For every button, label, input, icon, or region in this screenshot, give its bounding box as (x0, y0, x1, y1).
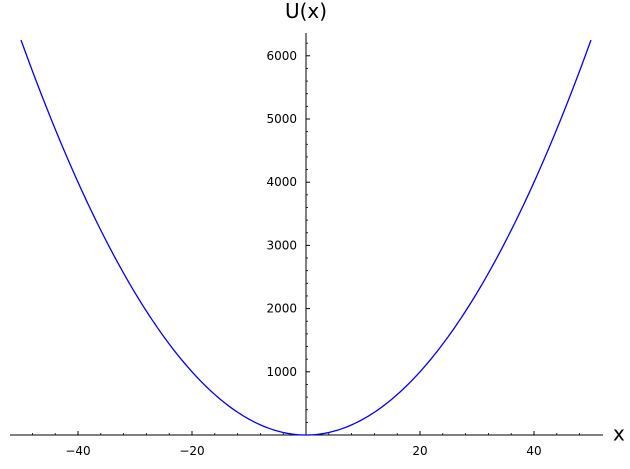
x-tick-label: 20 (412, 444, 427, 458)
x-tick-label: −20 (179, 444, 204, 458)
y-tick-label: 1000 (266, 365, 297, 379)
y-tick-label: 3000 (266, 238, 297, 252)
x-tick-label: −40 (65, 444, 90, 458)
y-tick-label: 4000 (266, 175, 297, 189)
y-tick-label: 6000 (266, 49, 297, 63)
x-tick-labels: −40 −20 20 40 (65, 444, 541, 458)
y-tick-label: 5000 (266, 112, 297, 126)
y-tick-labels: 1000 2000 3000 4000 5000 6000 (266, 49, 297, 379)
x-axis-label: x (613, 422, 625, 446)
y-axis-label: U(x) (285, 0, 327, 23)
major-ticks (77, 55, 535, 435)
series-line-u (20, 39, 592, 436)
x-tick-label: 40 (526, 444, 541, 458)
y-tick-label: 2000 (266, 302, 297, 316)
